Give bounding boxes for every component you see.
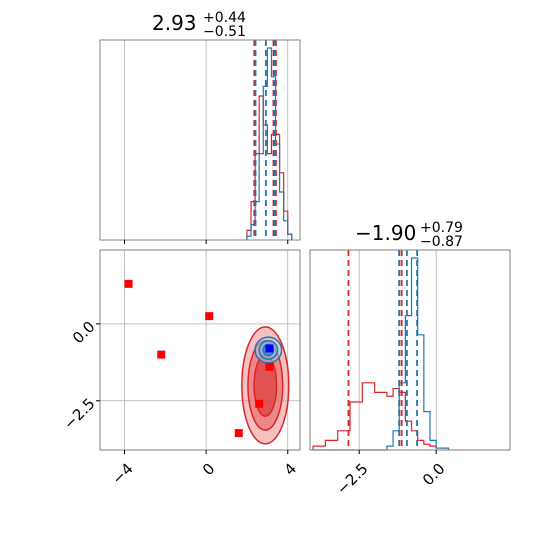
y-tick-label: −2.5 bbox=[60, 395, 98, 433]
title-param-2: −1.90 +0.79 −0.87 bbox=[355, 220, 463, 250]
y-tick-labels-param-2: −2.5 0.0 bbox=[60, 318, 98, 433]
histogram-panel-param-2 bbox=[309, 249, 511, 454]
panel-frame bbox=[99, 39, 301, 241]
panel-frame bbox=[99, 249, 301, 451]
title-2-plus: +0.79 bbox=[420, 220, 463, 236]
scatter-marker-4 bbox=[255, 399, 264, 408]
x-tick-label: 4 bbox=[281, 460, 300, 479]
scatter-marker-3 bbox=[265, 362, 274, 371]
x-tick-label: 0.0 bbox=[419, 460, 449, 490]
histogram-panel-param-1 bbox=[99, 39, 301, 244]
histogram-red bbox=[312, 382, 450, 450]
y-tick-label: 0.0 bbox=[69, 318, 99, 348]
x-tick-labels-param-2: −2.5 0.0 bbox=[333, 460, 448, 498]
scatter-marker-5 bbox=[234, 429, 243, 438]
scatter-marker-1 bbox=[205, 312, 214, 321]
title-1-minus: −0.51 bbox=[203, 24, 246, 40]
x-tick-label: −4 bbox=[108, 460, 136, 488]
histogram-red bbox=[246, 95, 293, 240]
x-tick-label: −2.5 bbox=[333, 460, 371, 498]
scatter-marker-6 bbox=[265, 344, 274, 353]
x-tick-label: 0 bbox=[199, 460, 218, 479]
title-1-plus: +0.44 bbox=[203, 10, 246, 26]
panel-frame bbox=[309, 249, 511, 451]
title-1-value: 2.93 bbox=[152, 11, 197, 35]
scatter-contour-panel bbox=[96, 249, 301, 454]
histogram-blue bbox=[313, 257, 450, 451]
title-param-1: 2.93 +0.44 −0.51 bbox=[152, 10, 246, 40]
title-2-value: −1.90 bbox=[355, 221, 416, 245]
title-2-minus: −0.87 bbox=[420, 234, 463, 250]
x-tick-labels-param-1: −4 0 4 bbox=[108, 460, 300, 488]
scatter-marker-0 bbox=[124, 279, 133, 288]
scatter-marker-2 bbox=[157, 350, 166, 359]
